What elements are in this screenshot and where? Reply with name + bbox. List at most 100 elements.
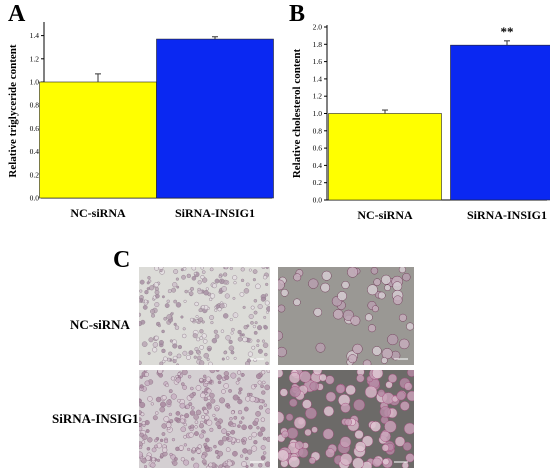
cell	[223, 371, 229, 377]
cell	[154, 444, 158, 449]
cell	[198, 308, 203, 313]
cell	[278, 346, 287, 358]
cell	[396, 391, 406, 401]
cell	[230, 372, 237, 379]
cell	[206, 388, 212, 394]
cell	[370, 421, 382, 432]
cell	[197, 280, 202, 285]
cell	[399, 401, 410, 411]
cell	[260, 445, 266, 450]
cell	[238, 420, 243, 425]
cell	[219, 303, 225, 309]
cell	[188, 432, 194, 438]
cell	[154, 267, 160, 271]
cell	[171, 438, 176, 442]
cell	[172, 460, 178, 466]
cell	[325, 448, 335, 458]
y-tick-label: 1.6	[313, 57, 323, 66]
cell	[190, 406, 195, 410]
cell	[179, 402, 186, 409]
cell	[150, 308, 156, 314]
cell	[177, 398, 181, 403]
cell	[200, 305, 206, 310]
panel-label-b: B	[289, 1, 306, 27]
cell	[381, 444, 390, 452]
cell	[159, 438, 164, 443]
cell	[139, 289, 143, 293]
cell	[215, 421, 221, 427]
cell	[213, 444, 217, 449]
cell	[211, 337, 218, 344]
cell	[224, 293, 230, 299]
bar-1	[328, 113, 442, 201]
cell	[187, 374, 192, 379]
cell	[230, 410, 235, 415]
cell	[256, 343, 260, 348]
cell	[175, 411, 181, 416]
cell	[263, 325, 268, 330]
cell	[204, 415, 210, 421]
cell	[188, 291, 194, 296]
cell	[182, 350, 188, 356]
cell	[404, 382, 413, 391]
cell	[226, 432, 230, 437]
cell	[214, 407, 219, 412]
cell	[255, 410, 261, 417]
cell	[247, 351, 253, 357]
cell	[262, 275, 268, 280]
cell	[256, 325, 263, 331]
cell	[364, 385, 378, 399]
cell	[237, 329, 242, 335]
cell	[238, 387, 243, 392]
cell	[209, 267, 214, 272]
cell	[261, 339, 266, 343]
cell	[197, 287, 201, 292]
cell	[245, 282, 250, 287]
cell	[372, 457, 382, 468]
cell	[139, 312, 142, 317]
cell	[203, 352, 210, 359]
cell	[344, 418, 352, 426]
y-tick-label: 0.4	[313, 161, 323, 170]
cell	[260, 426, 266, 432]
cell	[206, 357, 210, 362]
cell	[186, 447, 191, 452]
cell	[250, 305, 255, 310]
cell	[175, 277, 179, 281]
cell	[237, 410, 243, 415]
cell	[226, 405, 231, 409]
cell	[143, 299, 148, 304]
cell	[146, 281, 150, 285]
bar-2	[450, 44, 550, 201]
cell	[161, 395, 167, 401]
chart-b-cholesterol: 0.0 0.2 0.4 0.6 0.8 1.0 1.2 1.4 1.6 1.8 2.0 Relativ…	[291, 23, 550, 222]
cell	[163, 356, 168, 362]
cell	[382, 458, 390, 466]
cell	[232, 394, 239, 401]
cell	[230, 331, 234, 335]
cell	[199, 345, 204, 350]
cell	[182, 327, 186, 331]
cell	[139, 451, 143, 458]
cell	[244, 456, 249, 461]
cell	[288, 372, 301, 384]
cell	[252, 269, 258, 275]
cell	[174, 325, 180, 330]
cell	[221, 286, 227, 292]
y-tick-label: 0.6	[30, 124, 40, 133]
cell	[194, 431, 199, 436]
cell	[257, 431, 263, 437]
cell	[220, 329, 225, 333]
cell	[168, 389, 173, 394]
cell	[225, 335, 231, 341]
cell	[139, 384, 144, 389]
cell	[341, 280, 350, 290]
cell	[217, 307, 222, 312]
cell	[352, 457, 364, 468]
cell	[243, 288, 250, 294]
cell	[260, 417, 266, 422]
cell	[231, 327, 235, 332]
cell	[222, 272, 228, 277]
cell	[190, 424, 195, 429]
cell	[233, 356, 237, 360]
